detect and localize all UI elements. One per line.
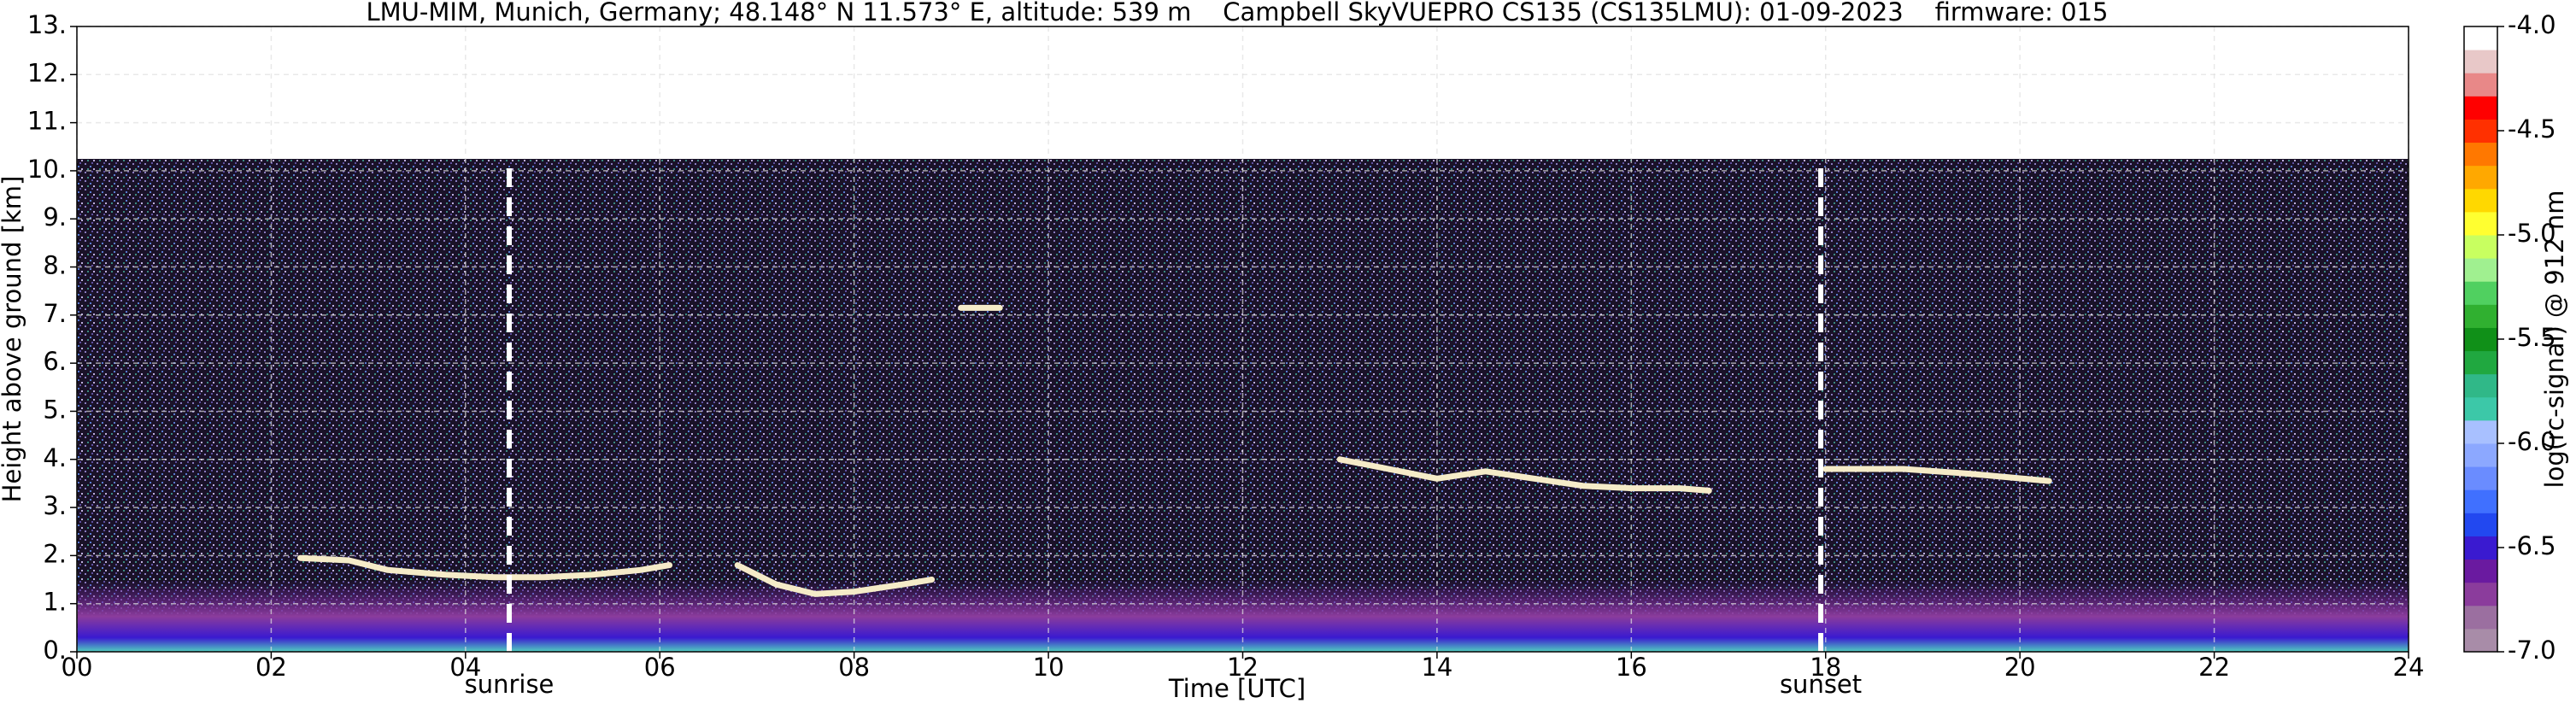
colorbar-band (2464, 304, 2497, 328)
chart-title: LMU-MIM, Munich, Germany; 48.148° N 11.5… (367, 0, 2109, 26)
colorbar-band (2464, 235, 2497, 259)
marks (297, 159, 2052, 652)
colorbar-band (2464, 350, 2497, 375)
x-tick-label: 24 (2393, 653, 2425, 682)
y-tick-label: 11. (27, 107, 67, 136)
colorbar-band (2464, 96, 2497, 120)
y-tick-label: 2. (43, 539, 67, 568)
colorbar-band (2464, 419, 2497, 444)
colorbar-band (2464, 628, 2497, 653)
colorbar-band (2464, 536, 2497, 560)
y-tick-label: 4. (43, 443, 67, 472)
colorbar-band (2464, 165, 2497, 190)
colorbar-band (2464, 443, 2497, 467)
colorbar-band (2464, 605, 2497, 630)
x-tick-label: 18 (1810, 653, 1841, 682)
colorbar-band (2464, 559, 2497, 583)
colorbar-tick-label: -6.5 (2508, 531, 2556, 560)
colorbar-band (2464, 396, 2497, 421)
x-tick-label: 06 (644, 653, 676, 682)
colorbar-band (2464, 373, 2497, 398)
y-tick-label: 0. (43, 636, 67, 665)
colorbar-band (2464, 119, 2497, 144)
colorbar-band (2464, 489, 2497, 513)
colorbar-tick-label: -5.0 (2508, 219, 2556, 248)
colorbar-band (2464, 258, 2497, 282)
colorbar: -4.0 -4.5 -5.0 -5.5 -6.0 -6.5 -7.0 (2463, 10, 2556, 665)
colorbar-band (2464, 26, 2497, 50)
colorbar-band (2464, 50, 2497, 73)
colorbar-tick-label: -6.0 (2508, 427, 2556, 456)
y-axis-label: Height above ground [km] (0, 176, 26, 503)
y-tick-label: 5. (43, 395, 67, 424)
x-tick-label: 14 (1421, 653, 1452, 682)
x-tick-label: 08 (838, 653, 870, 682)
colorbar-tick-label: -4.5 (2508, 114, 2556, 144)
grid (76, 26, 2409, 653)
annotation-label: sunset (1780, 670, 1862, 699)
y-tick-label: 6. (43, 347, 67, 376)
colorbar-band (2464, 281, 2497, 305)
x-tick-label: 12 (1227, 653, 1259, 682)
colorbar-band (2464, 513, 2497, 536)
colorbar-band (2464, 466, 2497, 490)
cloud-layer (297, 304, 2052, 597)
y-tick-label: 8. (43, 251, 67, 280)
x-tick-label: 20 (2004, 653, 2036, 682)
x-tick-label: 10 (1033, 653, 1065, 682)
y-tick-label: 7. (43, 299, 67, 328)
colorbar-band (2464, 73, 2497, 97)
y-tick-label: 3. (43, 491, 67, 520)
x-tick-label: 16 (1616, 653, 1647, 682)
colorbar-tick-label: -7.0 (2508, 636, 2556, 665)
colorbar-band (2464, 142, 2497, 167)
colorbar-label: log(rc-signal) @ 912 nm (2540, 190, 2569, 489)
y-tick-label: 12. (27, 58, 67, 87)
x-tick-label: 02 (255, 653, 287, 682)
colorbar-band (2464, 327, 2497, 352)
x-tick-label: 04 (449, 653, 481, 682)
colorbar-band (2464, 211, 2497, 236)
x-tick-label: 00 (62, 653, 93, 682)
y-tick-label: 9. (43, 202, 67, 231)
annotation-label: sunrise (465, 670, 555, 699)
y-tick-label: 1. (43, 588, 67, 617)
x-tick-label: 22 (2198, 653, 2230, 682)
x-axis-label: Time [UTC] (1168, 674, 1306, 703)
colorbar-tick-label: -5.5 (2508, 323, 2556, 352)
y-tick-label: 10. (27, 155, 67, 184)
y-tick-label: 13. (27, 10, 67, 39)
colorbar-band (2464, 582, 2497, 606)
colorbar-band (2464, 188, 2497, 213)
colorbar-tick-label: -4.0 (2508, 10, 2556, 39)
